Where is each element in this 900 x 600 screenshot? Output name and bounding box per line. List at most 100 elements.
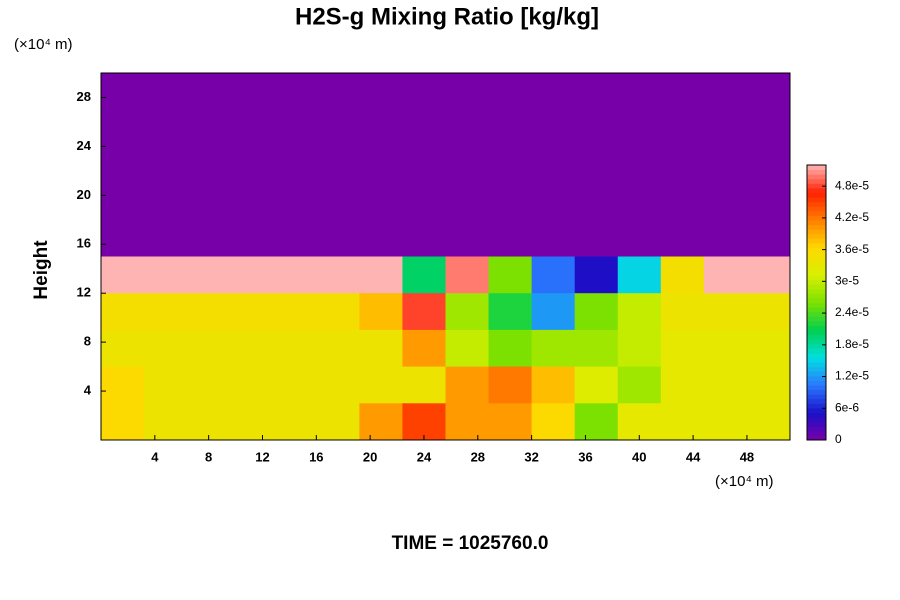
colorbar-band [807,311,826,317]
cell [531,329,576,368]
colorbar-band [807,339,826,345]
cell [617,329,662,368]
y-tick-label: 12 [77,285,91,300]
cell [445,256,490,294]
cell [703,293,748,331]
cell [703,366,748,404]
colorbar-band [807,206,826,212]
colorbar-band [807,430,826,436]
cell [187,293,231,331]
cell [574,366,619,404]
colorbar-band [807,320,826,326]
cell [488,183,533,221]
cell [746,183,791,221]
cell [574,256,619,294]
colorbar-band [807,375,826,381]
cell [359,293,403,331]
cell [531,73,576,111]
cell [746,293,791,331]
cell [660,73,705,111]
cell [101,73,145,111]
cell [316,256,360,294]
y-tick-label: 16 [77,236,91,251]
colorbar-band [807,201,826,207]
colorbar-band [807,165,826,171]
cell [101,109,145,147]
cell [574,293,619,331]
cell [617,146,662,184]
colorbar-band [807,288,826,294]
colorbar-band [807,265,826,271]
cell [531,293,576,331]
cell [617,183,662,221]
colorbar-band [807,426,826,432]
colorbar-tick-label: 1.2e-5 [835,369,869,383]
colorbar-band [807,252,826,258]
colorbar-band [807,293,826,299]
cell [187,329,231,368]
colorbar-band [807,197,826,203]
cell [316,183,360,221]
colorbar-band [807,192,826,198]
colorbar-band [807,270,826,276]
cell [746,329,791,368]
cell [273,366,317,404]
cell [402,366,446,404]
cell [746,73,791,111]
cell [144,146,188,184]
cell [746,256,791,294]
cell [574,403,619,441]
cell [101,146,145,184]
colorbar-band [807,297,826,303]
cell [230,183,274,221]
colorbar-band [807,233,826,239]
cell [359,366,403,404]
cell [488,256,533,294]
cell [230,146,274,184]
colorbar-band [807,394,826,400]
cell [101,256,145,294]
cell [660,109,705,147]
x-tick-label: 40 [632,449,646,464]
colorbar-tick-label: 3.6e-5 [835,242,869,256]
colorbar-band [807,352,826,358]
colorbar-band [807,242,826,248]
y-tick-label: 28 [77,89,91,104]
x-tick-label: 20 [363,449,377,464]
colorbar-band [807,417,826,423]
cell [359,329,403,368]
cell [617,73,662,111]
cell [316,403,360,441]
cell [617,403,662,441]
y-axis-label: Height [31,240,52,300]
cell [703,219,748,257]
cell [144,183,188,221]
cell [230,403,274,441]
colorbar-tick-label: 1.8e-5 [835,337,869,351]
plot-frame [100,72,791,441]
cell [746,403,791,441]
footer: TIME = 1025760.0 [392,533,549,554]
colorbar-band [807,178,826,184]
cell [746,219,791,257]
cell [660,219,705,257]
cell [746,366,791,404]
colorbar-band [807,343,826,349]
colorbar-band [807,220,826,226]
cell [316,146,360,184]
cell [445,403,490,441]
cell [488,109,533,147]
colorbar-band [807,421,826,427]
colorbar-band [807,247,826,253]
cell [531,256,576,294]
cell [574,109,619,147]
colorbar-band [807,261,826,267]
colorbar-tick-label: 0 [835,432,842,446]
colorbar-tick-label: 2.4e-5 [835,305,869,319]
cell [316,109,360,147]
cell [273,183,317,221]
cell [359,109,403,147]
colorbar-tick-label: 6e-6 [835,400,859,414]
colorbar-band [807,348,826,354]
cell [144,256,188,294]
